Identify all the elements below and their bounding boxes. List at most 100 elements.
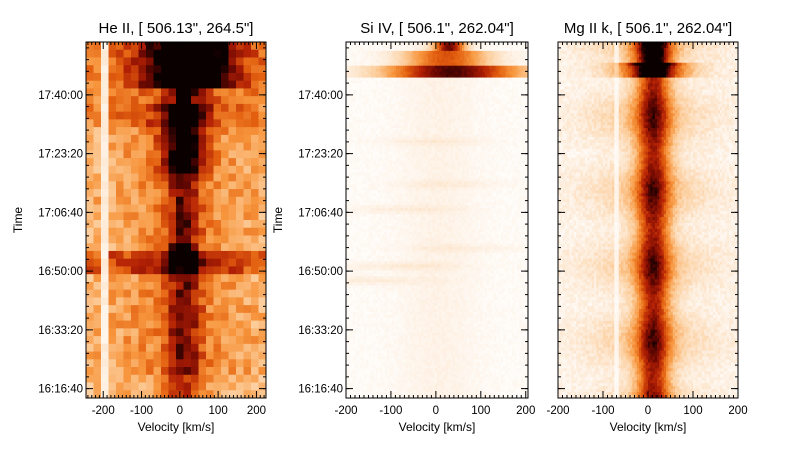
heatmap-cell: [243, 96, 252, 105]
heatmap-cell: [466, 145, 470, 150]
heatmap-cell: [502, 98, 506, 102]
heatmap-cell: [131, 328, 140, 337]
heatmap-cell: [477, 42, 481, 46]
heatmap-cell: [236, 42, 245, 51]
heatmap-cell: [153, 266, 162, 275]
heatmap-cell: [480, 95, 484, 99]
heatmap-cell: [523, 77, 527, 82]
heatmap-cell: [407, 80, 411, 85]
heatmap-cell: [505, 128, 509, 132]
heatmap-cell: [411, 163, 415, 168]
heatmap-cell: [416, 71, 420, 76]
heatmap-cell: [502, 169, 506, 174]
heatmap-cell: [183, 250, 192, 260]
heatmap-cell: [443, 104, 447, 108]
heatmap-cell: [161, 181, 170, 190]
heatmap-cell: [457, 119, 461, 123]
heatmap-cell: [411, 139, 415, 144]
heatmap-cell: [355, 122, 358, 126]
heatmap-cell: [480, 119, 484, 123]
heatmap-cell: [462, 142, 465, 147]
heatmap-cell: [373, 145, 377, 150]
heatmap-cell: [191, 374, 200, 384]
heatmap-cell: [521, 145, 525, 150]
heatmap-cell: [236, 49, 245, 59]
heatmap-cell: [213, 127, 222, 136]
heatmap-cell: [493, 128, 497, 132]
heatmap-cell: [448, 166, 452, 171]
heatmap-cell: [398, 44, 402, 49]
heatmap-cell: [138, 343, 147, 353]
heatmap-cell: [228, 88, 237, 97]
heatmap-cell: [373, 83, 377, 88]
heatmap-cell: [191, 266, 200, 275]
heatmap-cell: [523, 101, 527, 105]
heatmap-cell: [516, 119, 520, 123]
heatmap-cell: [361, 166, 365, 171]
heatmap-cell: [206, 57, 215, 66]
heatmap-cell: [409, 62, 413, 67]
heatmap-cell: [116, 103, 125, 113]
heatmap-cell: [389, 74, 393, 79]
heatmap-cell: [471, 110, 475, 114]
heatmap-cell: [480, 47, 484, 52]
heatmap-cell: [161, 359, 170, 368]
heatmap-cell: [350, 101, 354, 105]
heatmap-cell: [502, 80, 506, 85]
heatmap-cell: [455, 65, 459, 70]
heatmap-cell: [421, 139, 424, 144]
heatmap-cell: [523, 128, 527, 132]
heatmap-cell: [402, 56, 406, 61]
heatmap-cell: [168, 119, 177, 128]
heatmap-cell: [386, 178, 390, 183]
heatmap-cell: [228, 96, 237, 105]
heatmap-cell: [437, 50, 440, 55]
heatmap-cell: [359, 44, 363, 49]
heatmap-cell: [400, 122, 404, 126]
heatmap-cell: [161, 103, 170, 113]
heatmap-cell: [441, 92, 445, 96]
heatmap-cell: [258, 305, 266, 314]
heatmap-cell: [236, 390, 245, 398]
heatmap-cell: [425, 101, 429, 105]
heatmap-cell: [251, 142, 260, 151]
heatmap-cell: [243, 204, 252, 213]
heatmap-cell: [361, 139, 365, 144]
heatmap-cell: [452, 154, 456, 159]
heatmap-cell: [521, 133, 525, 138]
heatmap-cell: [416, 131, 420, 135]
heatmap-cell: [443, 68, 447, 73]
heatmap-cell: [409, 163, 413, 168]
heatmap-cell: [509, 169, 513, 174]
heatmap-cell: [348, 42, 352, 46]
heatmap-cell: [361, 154, 365, 159]
heatmap-cell: [493, 160, 497, 165]
heatmap-cell: [430, 68, 434, 73]
heatmap-cell: [236, 227, 245, 237]
heatmap-cell: [375, 89, 379, 94]
heatmap-cell: [398, 131, 402, 135]
heatmap-cell: [518, 122, 522, 126]
heatmap-cell: [352, 154, 356, 159]
heatmap-cell: [198, 289, 207, 298]
heatmap-cell: [505, 86, 509, 91]
heatmap-cell: [101, 328, 110, 337]
heatmap-cell: [480, 104, 484, 108]
heatmap-cell: [389, 77, 393, 82]
heatmap-cell: [427, 145, 431, 150]
heatmap-cell: [373, 160, 377, 165]
heatmap-cell: [364, 107, 368, 111]
heatmap-cell: [525, 133, 528, 138]
heatmap-cell: [523, 47, 527, 52]
heatmap-cell: [448, 139, 452, 144]
heatmap-cell: [382, 178, 386, 183]
heatmap-cell: [364, 56, 368, 61]
heatmap-cell: [498, 56, 502, 61]
heatmap-cell: [473, 47, 477, 52]
heatmap-cell: [473, 119, 477, 123]
heatmap-cell: [375, 128, 379, 132]
heatmap-cell: [407, 65, 411, 70]
heatmap-cell: [482, 172, 486, 177]
heatmap-cell: [421, 80, 424, 85]
heatmap-cell: [418, 56, 422, 61]
